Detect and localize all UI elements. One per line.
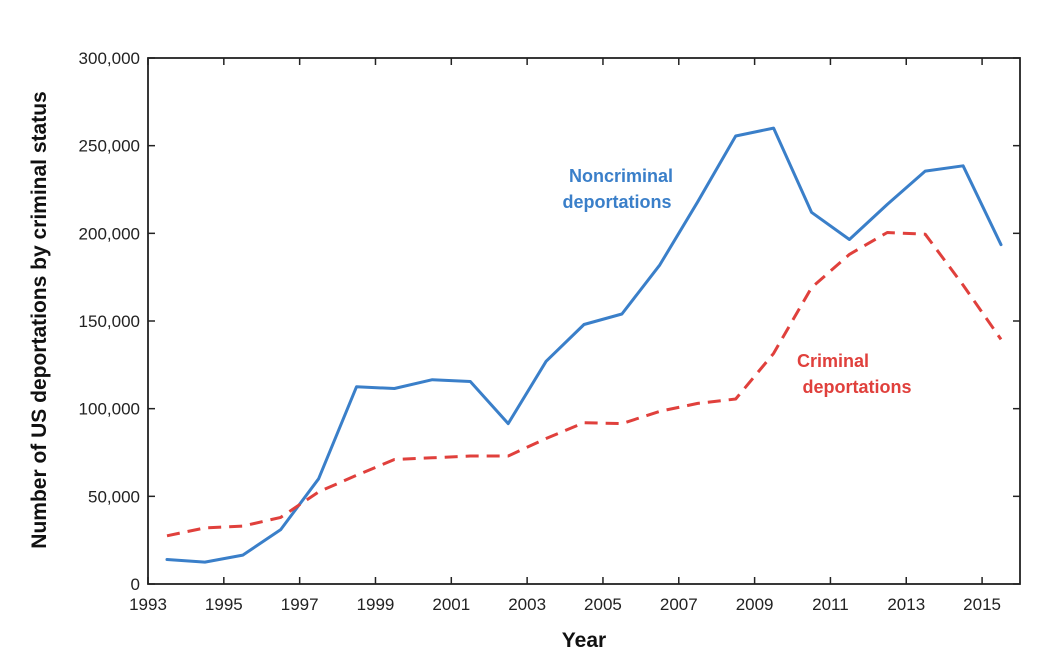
criminal-label-line-1: Criminal (797, 351, 869, 371)
y-tick-label: 50,000 (88, 487, 140, 506)
x-tick-label: 2007 (660, 595, 698, 614)
x-tick-label: 1993 (129, 595, 167, 614)
series-lines (165, 126, 1003, 564)
y-tick-label: 250,000 (79, 137, 140, 156)
y-tick-label: 100,000 (79, 400, 140, 419)
x-tick-label: 2011 (812, 595, 849, 614)
x-tick-label: 1999 (357, 595, 395, 614)
noncriminal-label-line-1: Noncriminal (569, 166, 673, 186)
x-tick-label: 2003 (508, 595, 546, 614)
x-axis-title: Year (562, 629, 606, 652)
y-axis: 0 50,000 100,000 150,000 200,000 250,000 300,0… (79, 49, 1020, 594)
x-tick-label: 2015 (963, 595, 1001, 614)
noncriminal-label-line-2: deportations (562, 192, 671, 212)
criminal-label-line-2: deportations (802, 377, 911, 397)
x-tick-label: 2009 (736, 595, 774, 614)
y-tick-label: 0 (131, 575, 140, 594)
noncriminal-deportations-line (165, 126, 1003, 564)
y-tick-label: 150,000 (79, 312, 140, 331)
x-axis: 1993 1995 1997 1999 2001 2003 2005 2007 2009 2011… (129, 58, 1001, 614)
x-tick-label: 1995 (205, 595, 243, 614)
plot-frame (147, 57, 1021, 585)
x-tick-label: 1997 (281, 595, 319, 614)
y-tick-label: 300,000 (79, 49, 140, 68)
x-tick-label: 2005 (584, 595, 622, 614)
x-tick-label: 2013 (887, 595, 925, 614)
y-tick-label: 200,000 (79, 224, 140, 243)
y-axis-title: Number of US deportations by criminal st… (28, 91, 51, 548)
x-tick-label: 2001 (432, 595, 470, 614)
